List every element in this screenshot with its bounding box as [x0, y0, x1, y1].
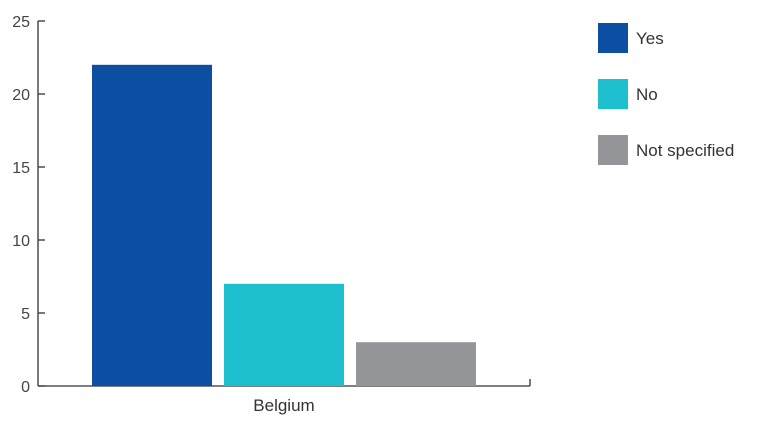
x-category-label: Belgium	[253, 396, 314, 415]
legend-swatch-not-specified	[598, 135, 628, 165]
legend-label-not-specified: Not specified	[636, 141, 734, 160]
bar-no	[224, 283, 344, 386]
bar-not-specified	[356, 342, 476, 386]
bars	[92, 64, 476, 387]
y-tick-label: 5	[21, 306, 30, 323]
y-tick-label: 0	[21, 379, 30, 396]
y-tick-label: 20	[12, 87, 30, 104]
legend-swatch-yes	[598, 23, 628, 53]
bar-yes	[92, 64, 212, 387]
legend-label-no: No	[636, 85, 658, 104]
y-tick-label: 15	[12, 160, 30, 177]
y-axis: 0 5 10 15 20 25	[12, 14, 45, 396]
y-tick-label: 10	[12, 233, 30, 250]
legend: Yes No Not specified	[598, 23, 734, 165]
legend-label-yes: Yes	[636, 29, 664, 48]
y-tick-label: 25	[12, 14, 30, 31]
legend-swatch-no	[598, 79, 628, 109]
